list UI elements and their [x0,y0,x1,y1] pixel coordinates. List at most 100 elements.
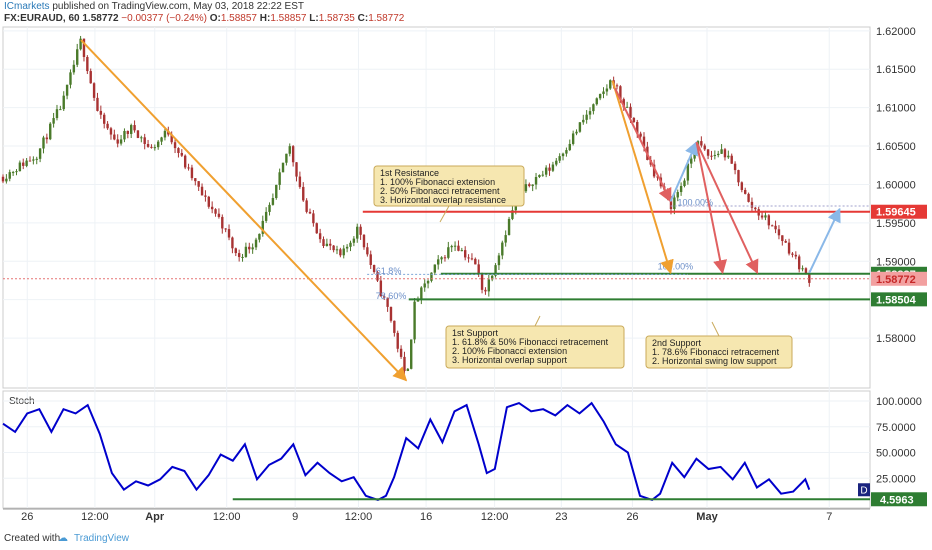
candle-body [427,281,429,284]
candle-body [768,215,770,225]
price-tick-label: 1.59000 [876,256,916,268]
candle-body [407,369,409,371]
level-label-support: 1.58504 [876,294,917,306]
candle-body [808,274,810,283]
candle-body [49,124,51,140]
candle-body [140,137,142,138]
candle-body [771,225,773,226]
candle-body [724,149,726,157]
resistance-note-pointer [440,206,449,222]
candle-body [103,115,105,124]
candle-body [781,235,783,241]
candle-body [46,138,48,140]
stoch-tick-label: 100.0000 [876,396,922,408]
candle-body [565,150,567,154]
candle-body [150,147,152,148]
candle-body [498,255,500,265]
candle-body [305,200,307,211]
stoch-pane [3,391,870,508]
candle-body [390,307,392,321]
candle-body [356,227,358,239]
candle-body [73,65,75,73]
candle-body [177,148,179,153]
fib-level-label: 100.00% [658,261,694,271]
candle-body [201,187,203,196]
candle-body [32,159,34,160]
projection-arrow [613,81,671,273]
price-tick-label: 1.60000 [876,179,916,191]
support2-note-line: 2. Horizontal swing low support [652,356,777,366]
candle-body [106,124,108,128]
candle-body [197,181,199,187]
candle-body [204,195,206,196]
candle-body [778,229,780,235]
candle-body [488,279,490,291]
candle-body [275,185,277,198]
candle-body [683,181,685,186]
candle-body [349,243,351,247]
support1-note-pointer [535,316,540,326]
candle-body [160,137,162,141]
candle-body [187,167,189,168]
candle-body [174,142,176,148]
candle-body [592,104,594,111]
candle-body [693,151,695,158]
candle-body [292,146,294,162]
candle-body [255,240,257,248]
candle-body [528,184,530,186]
stoch-level-label: 4.5963 [880,494,914,506]
candle-body [545,168,547,175]
candle-body [727,156,729,158]
candle-body [241,257,243,258]
candle-body [214,209,216,214]
candle-body [582,120,584,122]
candle-body [117,139,119,143]
candle-body [316,223,318,233]
candle-body [690,159,692,164]
candle-body [734,164,736,170]
time-tick-label: 16 [420,511,432,523]
candle-body [295,162,297,176]
candle-body [609,80,611,88]
candle-body [9,172,11,179]
candle-body [599,94,601,98]
candle-body [52,118,54,124]
price-tick-label: 1.61500 [876,64,916,76]
candle-body [366,247,368,254]
candle-body [329,244,331,246]
candle-body [798,256,800,269]
candle-body [602,92,604,95]
candle-body [444,257,446,258]
projection-arrow [697,142,758,273]
candle-body [265,212,267,221]
candle-body [714,155,716,156]
footer: Created with ☁ TradingView [0,530,932,550]
candle-body [66,85,68,96]
resistance-note-line: 3. Horizontal overlap resistance [380,195,506,205]
candle-body [461,250,463,251]
candle-body [184,156,186,168]
candle-body [309,212,311,213]
candle-body [191,168,193,179]
time-tick-label: 12:00 [481,511,509,523]
candle-body [110,128,112,134]
candle-body [558,156,560,161]
stoch-tick-label: 25.0000 [876,473,916,485]
candle-body [741,182,743,190]
candle-body [437,259,439,264]
price-tick-label: 1.60500 [876,141,916,153]
candle-body [467,257,469,258]
candle-body [761,216,763,218]
candle-body [457,246,459,251]
candle-body [12,172,14,173]
candle-body [555,161,557,165]
candle-body [764,215,766,217]
candle-body [319,233,321,239]
tradingview-brand[interactable]: TradingView [74,533,129,544]
candle-body [393,321,395,333]
candle-body [616,85,618,86]
candle-body [25,161,27,166]
tradingview-logo-icon[interactable]: ☁ [58,533,68,544]
candle-body [585,115,587,120]
